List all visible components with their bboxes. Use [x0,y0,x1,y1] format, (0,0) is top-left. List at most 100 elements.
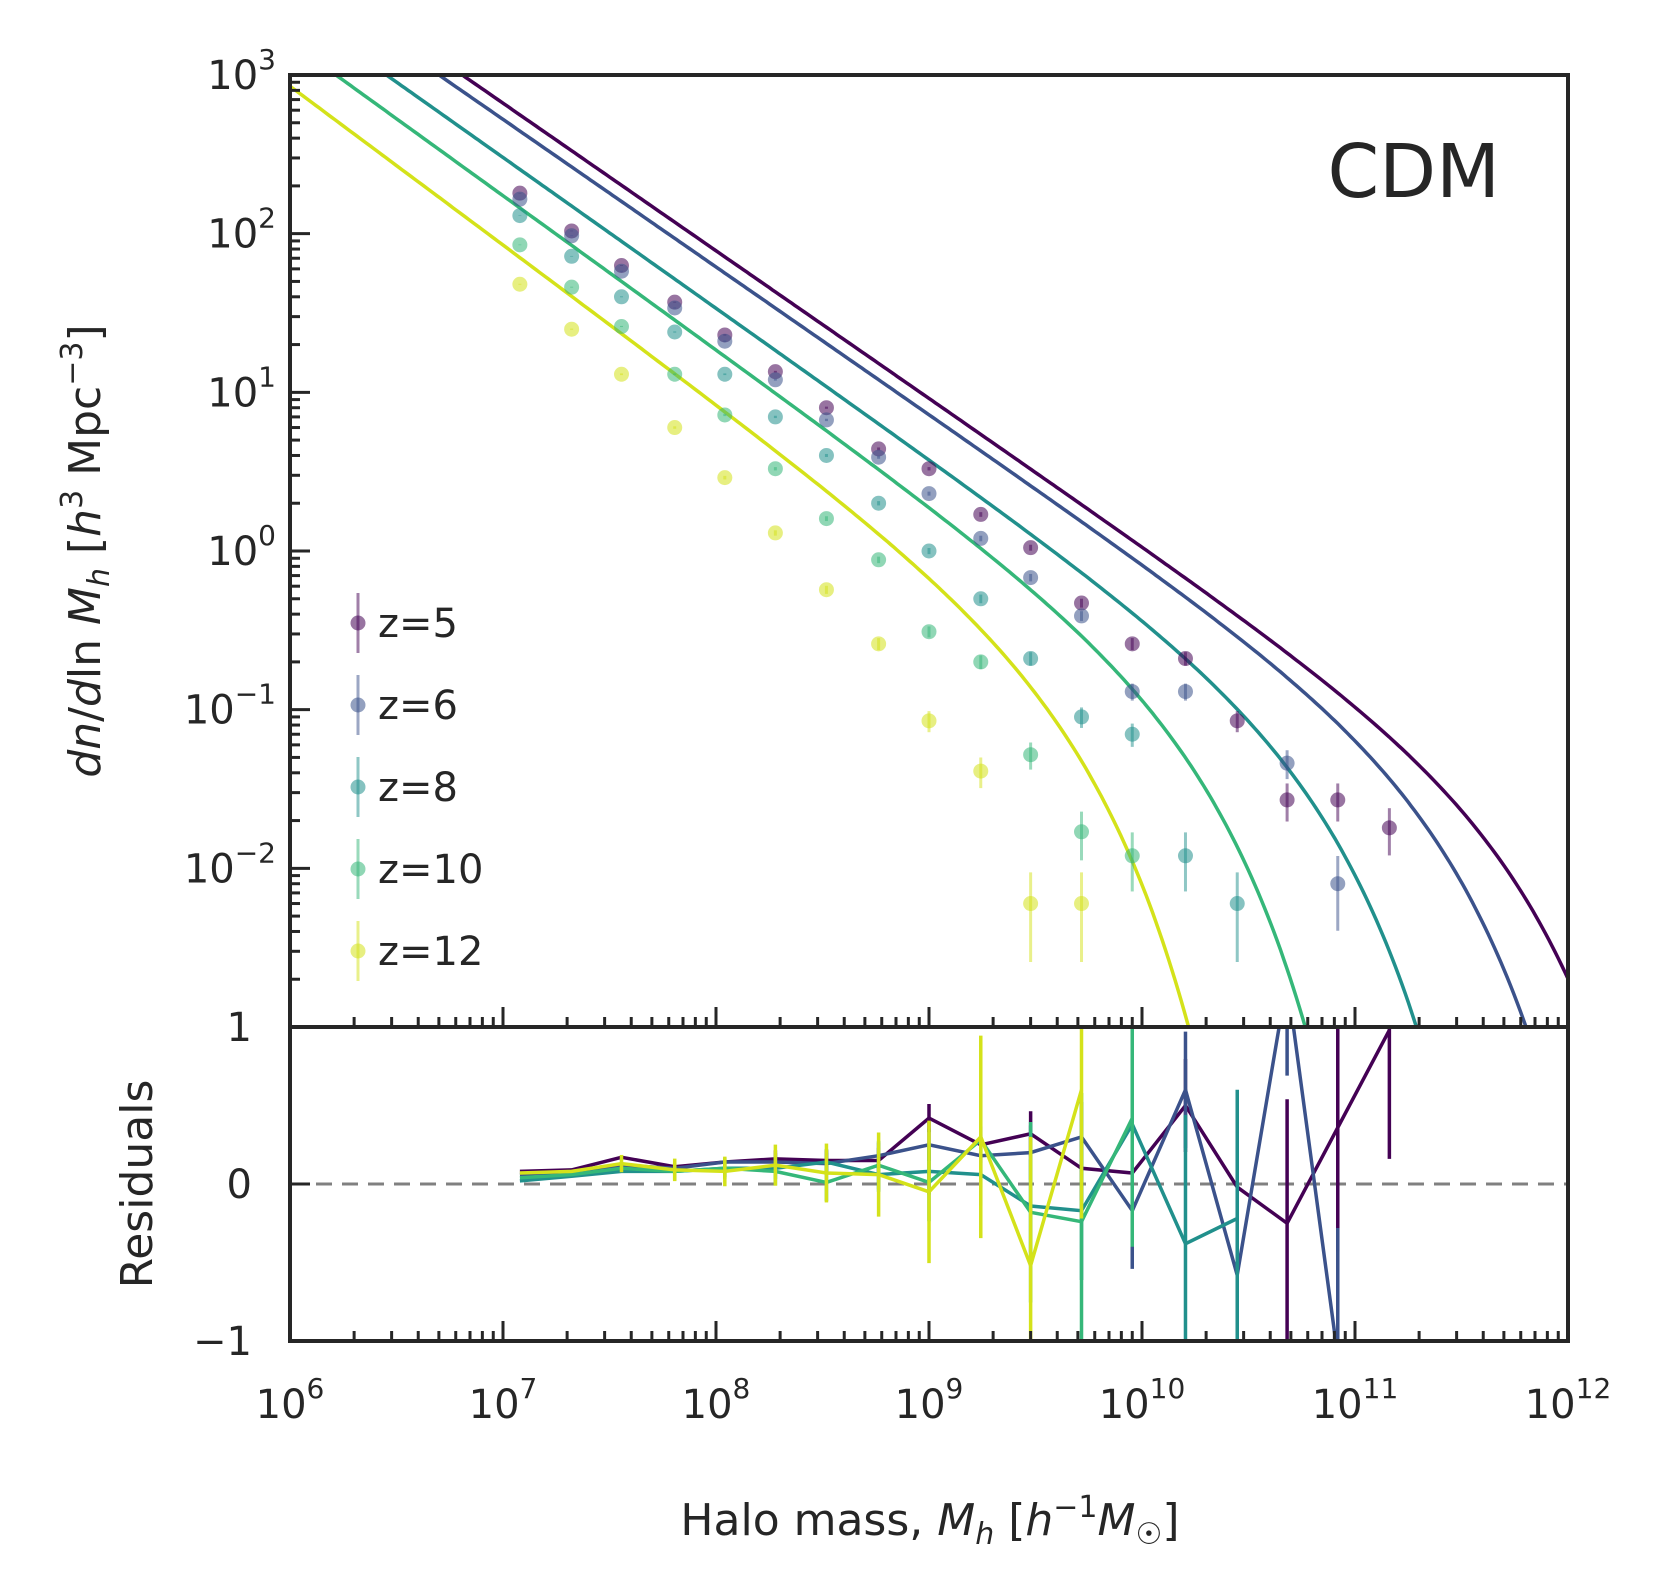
data-point-z=6 [1330,876,1346,892]
simulation-points [512,185,1397,962]
y-tick-label: 100 [207,519,276,575]
legend-label: z=6 [378,683,458,729]
data-point-z=6 [1074,608,1090,624]
x-tick-exponent: 8 [733,1372,751,1405]
legend-item-z=8: z=8 [350,757,458,817]
data-point-z=5 [1330,792,1346,808]
data-point-z=10 [1074,824,1090,840]
x-tick-exponent: 6 [307,1372,325,1405]
data-point-z=8 [921,543,937,559]
data-point-z=6 [564,228,580,244]
x-tick-labels: 106 107 108 109 1010 1011 1012 [256,1372,1612,1428]
legend-item-z=5: z=5 [350,593,458,653]
y-tick-label: 102 [207,202,276,258]
main-panel: CDM [288,73,1570,1341]
data-point-z=8 [667,324,683,340]
model-curves [290,75,1568,1027]
data-point-z=5 [1177,651,1193,667]
data-point-z=8 [1074,709,1090,725]
data-point-z=8 [613,289,629,305]
legend-item-z=12: z=12 [350,921,483,981]
model-curve-z=5 [459,75,1568,980]
data-point-z=5 [1381,820,1397,836]
x-tick-exponent: 9 [946,1372,964,1405]
legend: z=5 z=6 z=8 z=10 z=12 [350,593,483,981]
model-curve-z=8 [383,75,1419,1027]
x-tick-label: 1012 [1525,1372,1612,1428]
legend-label: z=12 [378,929,483,975]
y-tick-base: 10 [207,212,258,258]
data-point-z=5 [1124,636,1140,652]
model-curve-z=6 [435,75,1528,1027]
y-tick-base: 10 [207,53,258,99]
legend-label: z=5 [378,601,458,647]
data-point-z=6 [767,372,783,388]
x-tick-base: 10 [1312,1382,1363,1428]
data-point-z=12 [921,713,937,729]
data-point-z=5 [1074,595,1090,611]
data-point-z=12 [717,470,733,486]
data-point-z=12 [767,525,783,541]
x-tick-base: 10 [895,1382,946,1428]
y-tick-base: 10 [184,846,235,892]
x-tick-label: 109 [895,1372,964,1428]
y-tick-base: 10 [207,529,258,575]
data-point-z=12 [667,420,683,436]
data-point-z=8 [871,495,887,511]
data-point-z=12 [613,366,629,382]
model-curve-z=10 [332,75,1308,1027]
data-point-z=10 [767,461,783,477]
y-tick-exponent: −1 [235,678,276,711]
data-point-z=10 [871,552,887,568]
data-point-z=12 [818,582,834,598]
data-point-z=10 [818,511,834,527]
data-point-z=6 [921,486,937,502]
data-point-z=8 [512,208,528,224]
residual-line-z=12 [519,1089,1084,1272]
legend-label: z=8 [378,765,458,811]
residual-tick-labels: 1 0 −1 [193,1005,252,1365]
data-point-z=10 [921,624,937,640]
x-tick-base: 10 [1525,1382,1576,1428]
data-point-z=12 [871,636,887,652]
y-tick-base: 10 [184,688,235,734]
y-tick-label: 10−2 [184,836,276,892]
data-point-z=8 [1229,896,1245,912]
x-tick-exponent: 12 [1576,1372,1612,1405]
x-tick-label: 107 [469,1372,538,1428]
data-point-z=5 [818,400,834,416]
y-tick-exponent: 3 [258,43,276,76]
legend-point-marker [350,943,366,959]
y-tick-base: 10 [207,370,258,416]
residual-tick-label: 0 [227,1162,252,1208]
x-tick-exponent: 11 [1363,1372,1399,1405]
data-point-z=10 [564,279,580,295]
data-point-z=5 [1229,713,1245,729]
x-tick-label: 108 [682,1372,751,1428]
data-point-z=10 [667,366,683,382]
residual-lines [519,1027,1392,1341]
x-tick-base: 10 [469,1382,520,1428]
residual-tick-label: −1 [193,1319,252,1365]
residual-panel [288,1017,1570,1343]
data-point-z=12 [512,276,528,292]
data-point-z=10 [1124,848,1140,864]
x-tick-exponent: 7 [520,1372,538,1405]
residual-frame [288,1025,1570,1343]
residual-line-z=5 [519,1029,1391,1226]
data-point-z=10 [1023,747,1039,763]
data-point-z=5 [973,506,989,522]
x-tick-base: 10 [682,1382,733,1428]
data-point-z=8 [1124,726,1140,742]
data-point-z=12 [564,321,580,337]
legend-item-z=6: z=6 [350,675,458,735]
data-point-z=12 [1074,896,1090,912]
x-tick-label: 1011 [1312,1372,1399,1428]
data-point-z=5 [1023,540,1039,556]
legend-point-marker [350,861,366,877]
legend-label: z=10 [378,847,483,893]
legend-point-marker [350,615,366,631]
legend-point-marker [350,697,366,713]
